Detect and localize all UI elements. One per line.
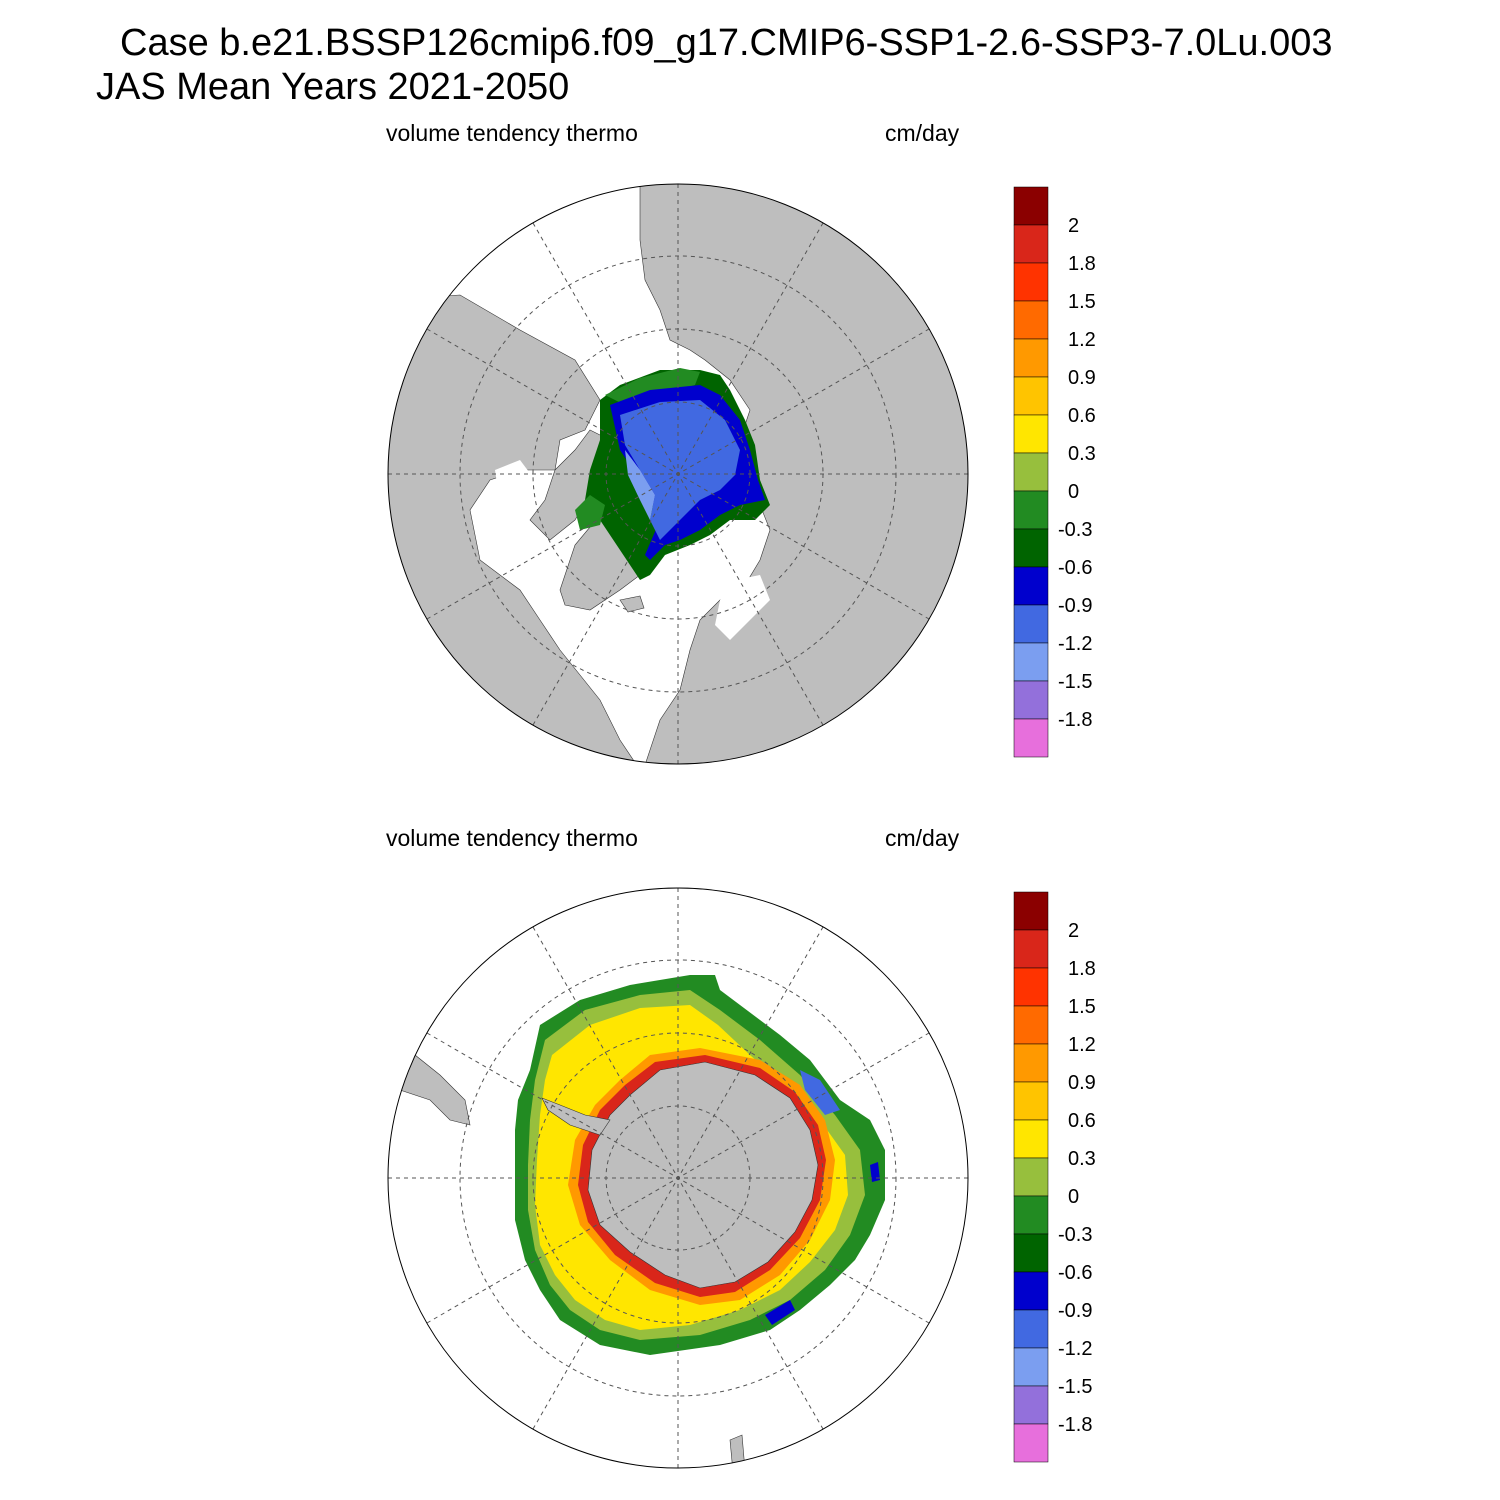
nh-colorbar-box xyxy=(1013,718,1049,758)
sh-left-string: volume tendency thermo xyxy=(386,825,638,851)
nh-colorbar-label: -1.2 xyxy=(1058,633,1092,655)
nh-colorbar-label: -0.3 xyxy=(1058,519,1092,541)
nh-colorbar-label: 2 xyxy=(1068,215,1079,237)
sh-graticule xyxy=(388,888,968,1468)
nh-colorbar-box xyxy=(1013,224,1049,264)
sh-colorbar-label: 0.6 xyxy=(1068,1110,1096,1132)
sh-colorbar-box xyxy=(1013,1119,1049,1159)
sh-colorbar-box xyxy=(1013,1081,1049,1121)
sh-polar-map xyxy=(387,887,969,1469)
sh-ice-blue-patch-2 xyxy=(870,1162,880,1182)
nh-colorbar-label: 0.3 xyxy=(1068,443,1096,465)
nh-colorbar-box xyxy=(1013,414,1049,454)
nh-colorbar-box xyxy=(1013,528,1049,568)
sh-colorbar-box xyxy=(1013,1157,1049,1197)
nh-colorbar-label: 0 xyxy=(1068,481,1079,503)
sh-map-border xyxy=(387,887,969,1469)
case-title: Case b.e21.BSSP126cmip6.f09_g17.CMIP6-SS… xyxy=(120,22,1333,64)
nh-colorbar-box xyxy=(1013,566,1049,606)
nh-ice-royalblue xyxy=(620,400,740,540)
sh-colorbar-box xyxy=(1013,1195,1049,1235)
sh-colorbar-box xyxy=(1013,891,1049,931)
nh-colorbar-box xyxy=(1013,376,1049,416)
sh-colorbar-label: -0.9 xyxy=(1058,1300,1092,1322)
sh-colorbar-box xyxy=(1013,1271,1049,1311)
nh-colorbar-label: 1.2 xyxy=(1068,329,1096,351)
nh-left-string: volume tendency thermo xyxy=(386,120,638,146)
sh-land-antarctic-peninsula xyxy=(541,1097,611,1136)
nh-colorbar: 2 1.8 1.5 1.2 0.9 0.6 0.3 0 -0.3 -0.6 -0.9 -1.2 -1.5… xyxy=(1013,186,1096,758)
sh-colorbar-box xyxy=(1013,1233,1049,1273)
nh-land-iceland xyxy=(619,595,645,613)
nh-baltic-sea xyxy=(715,575,770,640)
nh-ice-lightblue xyxy=(625,450,655,520)
sh-colorbar-label: -1.2 xyxy=(1058,1338,1092,1360)
sh-colorbar: 2 1.8 1.5 1.2 0.9 0.6 0.3 0 -0.3 -0.6 -0.9 -1.2 -1.5… xyxy=(1013,891,1096,1463)
period-title: JAS Mean Years 2021-2050 xyxy=(96,66,570,108)
nh-colorbar-box xyxy=(1013,300,1049,340)
nh-graticule xyxy=(388,184,968,764)
nh-colorbar-label: -1.8 xyxy=(1058,709,1092,731)
sh-colorbar-box xyxy=(1013,929,1049,969)
sh-colorbar-label: 0 xyxy=(1068,1186,1079,1208)
sh-colorbar-label: -0.6 xyxy=(1058,1262,1092,1284)
sh-colorbar-box xyxy=(1013,1347,1049,1387)
nh-map-border xyxy=(387,183,969,765)
nh-colorbar-box xyxy=(1013,338,1049,378)
sh-colorbar-label: 0.9 xyxy=(1068,1072,1096,1094)
nh-colorbar-label: 1.8 xyxy=(1068,253,1096,275)
nh-polar-map xyxy=(387,183,969,765)
sh-land-antarctica xyxy=(587,1061,819,1289)
nh-colorbar-label: -1.5 xyxy=(1058,671,1092,693)
sh-units: cm/day xyxy=(885,825,960,851)
nh-colorbar-label: 1.5 xyxy=(1068,291,1096,313)
sh-colorbar-label: -0.3 xyxy=(1058,1224,1092,1246)
nh-colorbar-box xyxy=(1013,604,1049,644)
sh-colorbar-box xyxy=(1013,1309,1049,1349)
nh-colorbar-label: 0.9 xyxy=(1068,367,1096,389)
nh-baffin-bay xyxy=(495,460,535,505)
nh-colorbar-label: 0.6 xyxy=(1068,405,1096,427)
nh-colorbar-box xyxy=(1013,452,1049,492)
nh-colorbar-box xyxy=(1013,490,1049,530)
sh-colorbar-label: -1.8 xyxy=(1058,1414,1092,1436)
sh-colorbar-box xyxy=(1013,1423,1049,1463)
nh-colorbar-box xyxy=(1013,186,1049,226)
nh-colorbar-box xyxy=(1013,642,1049,682)
sh-colorbar-label: 1.8 xyxy=(1068,958,1096,980)
nh-colorbar-label: -0.6 xyxy=(1058,557,1092,579)
sh-land-south-america xyxy=(388,1054,471,1126)
sh-colorbar-label: 0.3 xyxy=(1068,1148,1096,1170)
sh-colorbar-box xyxy=(1013,1005,1049,1045)
sh-ice-blue-patch-1 xyxy=(800,1070,840,1115)
sh-ice-blue-patch-3 xyxy=(765,1300,795,1325)
sh-colorbar-box xyxy=(1013,967,1049,1007)
sh-colorbar-label: 2 xyxy=(1068,920,1079,942)
sh-colorbar-box xyxy=(1013,1385,1049,1425)
sh-colorbar-label: -1.5 xyxy=(1058,1376,1092,1398)
nh-units: cm/day xyxy=(885,120,960,146)
sh-colorbar-label: 1.2 xyxy=(1068,1034,1096,1056)
nh-colorbar-label: -0.9 xyxy=(1058,595,1092,617)
nh-colorbar-box xyxy=(1013,680,1049,720)
sh-colorbar-box xyxy=(1013,1043,1049,1083)
sh-land-south-island xyxy=(729,1434,746,1468)
sh-colorbar-label: 1.5 xyxy=(1068,996,1096,1018)
nh-colorbar-box xyxy=(1013,262,1049,302)
